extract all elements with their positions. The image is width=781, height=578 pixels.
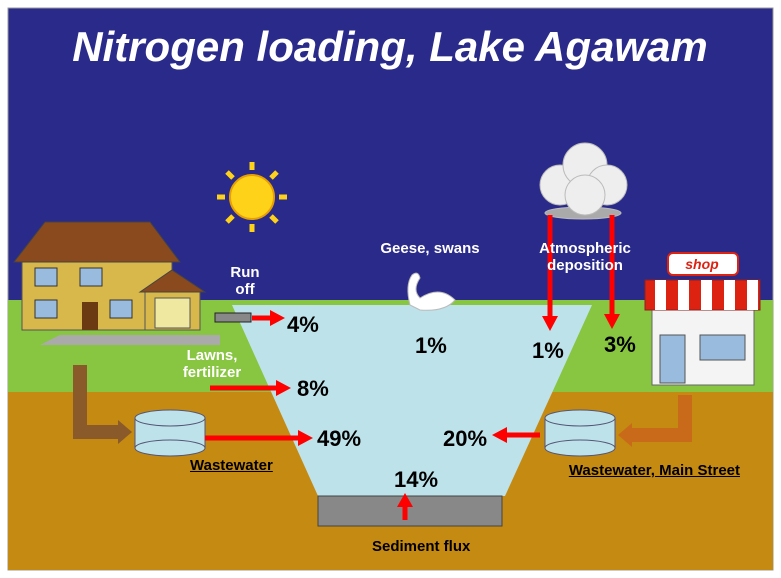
percentage: 49% [317,426,361,451]
source-label: Sediment flux [372,538,470,555]
source-label: Wastewater, Main Street [560,462,740,479]
percentage: 4% [287,312,319,337]
percentage: 20% [443,426,487,451]
source-label: Geese, swans [360,240,500,257]
source-label: Lawns, fertilizer [172,347,252,382]
percentage: 1% [415,333,447,358]
tank [545,410,615,456]
percentage: 1% [532,338,564,363]
slide: Nitrogen loading, Lake Agawam shop Run o… [0,0,781,578]
source-label: Wastewater [190,457,273,474]
tank [135,410,205,456]
percentage: 3% [604,332,636,357]
source-label: Atmospheric deposition [515,240,655,275]
scene [0,0,781,578]
percentage: 8% [297,376,329,401]
runoff-pipe [215,313,251,322]
source-label: Run off [220,264,270,299]
shop-sign: shop [685,256,718,272]
sediment [318,496,502,526]
title: Nitrogen loading, Lake Agawam [60,22,720,72]
percentage: 14% [394,467,438,492]
